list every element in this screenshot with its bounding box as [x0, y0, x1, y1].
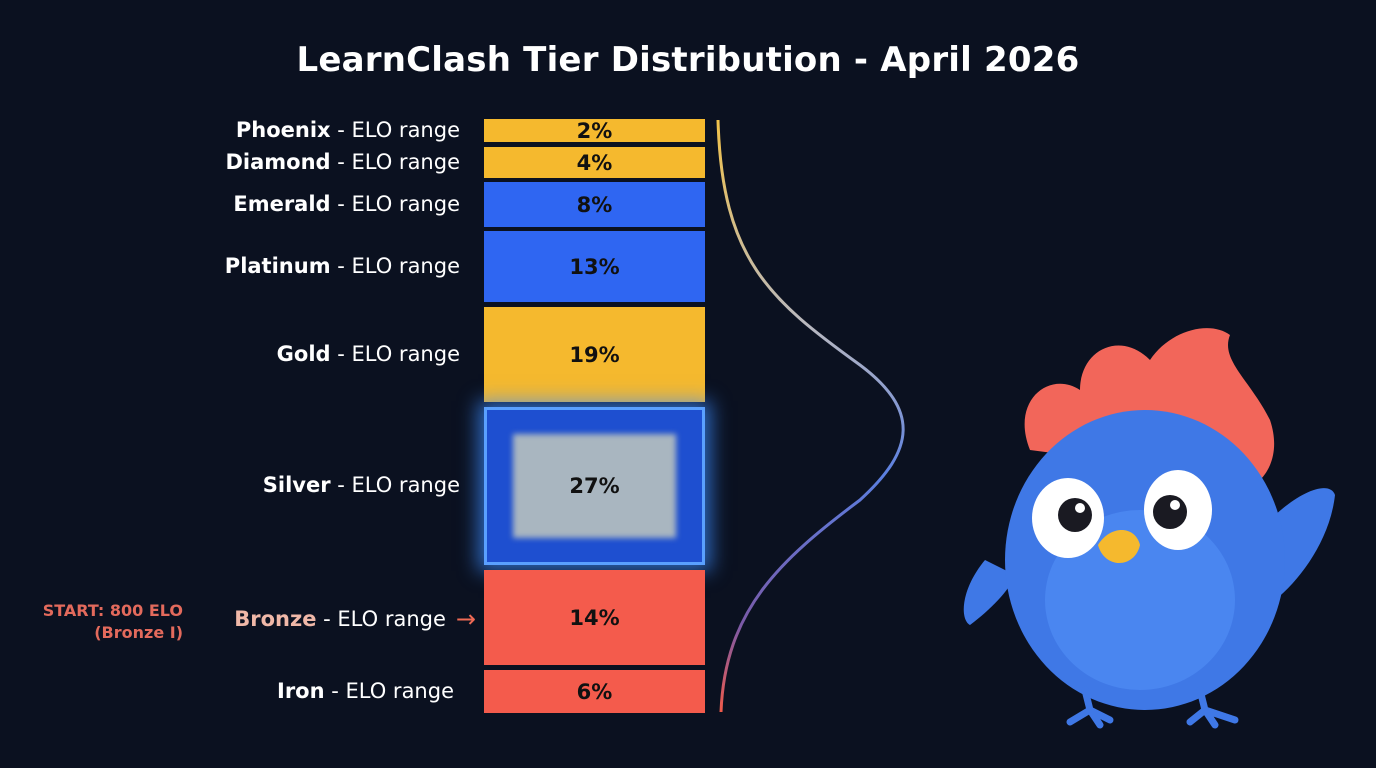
- value-label: 6%: [576, 679, 613, 704]
- tier-name: Platinum: [224, 253, 331, 278]
- bar-silver: 27%: [484, 407, 705, 565]
- tier-name: Silver: [262, 473, 331, 497]
- tier-suffix: - ELO range: [330, 191, 460, 216]
- tier-name: Phoenix: [235, 117, 331, 142]
- tier-suffix: - ELO range: [330, 473, 460, 497]
- tier-name: Diamond: [225, 149, 331, 174]
- tier-label-gold: Gold - ELO range: [277, 342, 460, 366]
- tier-suffix: - ELO range: [330, 117, 460, 142]
- bar-phoenix: 2%: [484, 118, 705, 143]
- value-label: 27%: [569, 474, 620, 498]
- tier-name: Bronze: [234, 606, 317, 631]
- value-label: 19%: [569, 342, 620, 367]
- value-label: 8%: [576, 192, 613, 217]
- tier-label-bronze: Bronze - ELO range →: [234, 605, 476, 633]
- bar-platinum: 13%: [484, 231, 705, 302]
- tier-name: Emerald: [233, 191, 331, 216]
- bar-bronze: 14%: [484, 570, 705, 665]
- bar-gold: 19%: [484, 307, 705, 402]
- bar-emerald: 8%: [484, 182, 705, 227]
- tier-suffix: - ELO range: [330, 149, 460, 174]
- tier-label-phoenix: Phoenix - ELO range: [236, 118, 460, 142]
- start-annotation-line2: (Bronze I): [94, 623, 183, 642]
- tier-suffix: - ELO range: [316, 606, 446, 631]
- value-label: 13%: [569, 254, 620, 279]
- tier-label-diamond: Diamond - ELO range: [225, 150, 460, 174]
- tier-suffix: - ELO range: [330, 341, 460, 366]
- tier-name: Gold: [276, 341, 331, 366]
- bar-iron: 6%: [484, 670, 705, 713]
- bar-diamond: 4%: [484, 147, 705, 178]
- tier-label-emerald: Emerald - ELO range: [233, 192, 460, 216]
- value-label: 4%: [576, 150, 613, 175]
- mascot-bird-illustration: [963, 328, 1335, 729]
- tier-name: Iron: [277, 678, 325, 703]
- start-annotation: START: 800 ELO (Bronze I): [43, 600, 183, 644]
- chart-title: LearnClash Tier Distribution - April 202…: [296, 40, 1080, 80]
- value-label: 14%: [569, 605, 620, 630]
- tier-suffix: - ELO range: [324, 678, 454, 703]
- mascot-beak: [1098, 530, 1140, 564]
- silver-fill: [513, 434, 676, 538]
- tier-label-platinum: Platinum - ELO range: [225, 254, 460, 278]
- tier-label-silver: Silver - ELO range: [263, 473, 460, 497]
- value-label: 2%: [576, 118, 613, 143]
- tier-suffix: - ELO range: [330, 253, 460, 278]
- start-annotation-line1: START: 800 ELO: [42, 601, 183, 620]
- arrow-right-icon: →: [455, 604, 476, 633]
- distribution-curve: [716, 119, 905, 713]
- tier-label-iron: Iron - ELO range: [277, 679, 454, 703]
